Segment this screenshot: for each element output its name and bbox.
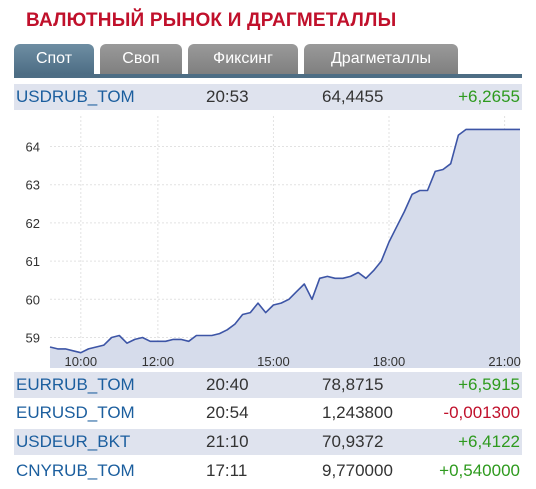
x-tick-label: 21:00 [488, 354, 521, 369]
quote-change: +6,4122 [458, 432, 520, 451]
quote-value: 70,9372 [322, 432, 384, 451]
y-tick-label: 60 [26, 292, 40, 307]
quote-row: EURRUB_TOM 20:40 78,8715 +6,5915 [14, 372, 522, 398]
x-tick-label: 10:00 [65, 354, 98, 369]
quote-change: +6,2655 [458, 87, 520, 106]
quote-time: 20:40 [206, 375, 249, 394]
quote-change: +6,5915 [458, 375, 520, 394]
page-title: ВАЛЮТНЫЙ РЫНОК И ДРАГМЕТАЛЛЫ [26, 10, 397, 31]
quote-row: CNYRUB_TOM 17:11 9,770000 +0,540000 [14, 458, 522, 484]
quote-row-main: USDRUB_TOM 20:53 64,4455 +6,2655 [14, 84, 522, 110]
quote-value: 9,770000 [322, 461, 393, 480]
quote-time: 17:11 [206, 461, 248, 480]
ticker-link[interactable]: EURUSD_TOM [16, 403, 135, 422]
y-tick-label: 64 [26, 140, 40, 155]
quote-row: USDEUR_BKT 21:10 70,9372 +6,4122 [14, 429, 522, 455]
quote-time: 21:10 [206, 432, 249, 451]
quote-time: 20:53 [206, 87, 249, 106]
ticker-link[interactable]: EURRUB_TOM [16, 375, 135, 394]
ticker-link[interactable]: CNYRUB_TOM [16, 461, 135, 480]
x-tick-label: 18:00 [373, 354, 406, 369]
tab-swap[interactable]: Своп [100, 44, 182, 74]
quote-row: EURUSD_TOM 20:54 1,243800 -0,001300 [14, 400, 522, 426]
quote-time: 20:54 [206, 403, 249, 422]
tab-underline [14, 74, 522, 78]
quote-change: +0,540000 [439, 461, 520, 480]
y-tick-label: 59 [26, 330, 40, 345]
y-tick-label: 61 [26, 254, 40, 269]
quote-change: -0,001300 [443, 403, 520, 422]
tab-spot[interactable]: Спот [14, 44, 94, 74]
y-tick-label: 62 [26, 216, 40, 231]
price-line [49, 128, 520, 354]
tab-precious-metals[interactable]: Драгметаллы [304, 44, 458, 74]
y-tick-label: 63 [26, 178, 40, 193]
ticker-link[interactable]: USDEUR_BKT [16, 432, 131, 451]
price-chart: 59 60 61 62 63 64 10:00 12:00 15:00 18:00 21:00 [14, 114, 522, 370]
x-tick-label: 15:00 [257, 354, 290, 369]
x-tick-label: 12:00 [142, 354, 175, 369]
ticker-link[interactable]: USDRUB_TOM [16, 87, 135, 106]
price-area [50, 129, 520, 368]
tab-fixing[interactable]: Фиксинг [188, 44, 298, 74]
quote-value: 1,243800 [322, 403, 393, 422]
quote-value: 78,8715 [322, 375, 384, 394]
quote-value: 64,4455 [322, 87, 384, 106]
